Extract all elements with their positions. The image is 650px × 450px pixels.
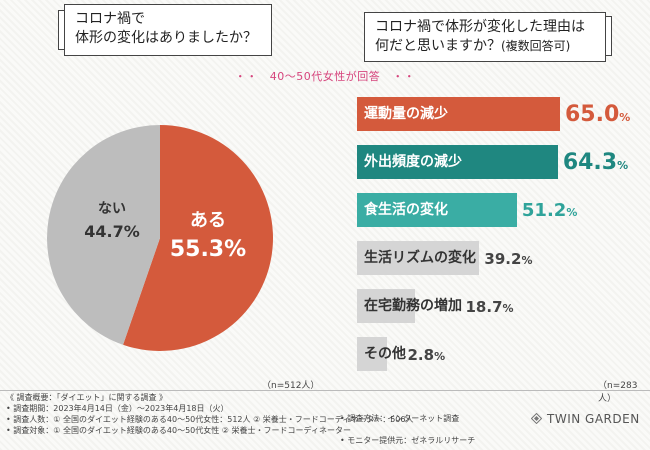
- sample-size-right: （n=283人）: [598, 381, 638, 404]
- question-left-line1: コロナ禍で: [75, 11, 145, 27]
- footer-right: • 調査方法：インターネット調査 • モニター提供元：ゼネラルリサーチ: [340, 413, 475, 446]
- pie-value-aru: 55.3%: [170, 237, 246, 262]
- bar-label-0: 運動量の減少: [364, 106, 448, 122]
- subtitle: ・・ 40～50代女性が回答 ・・: [0, 68, 650, 84]
- bar-label-5: その他: [364, 346, 406, 362]
- question-right: コロナ禍で体形が変化した理由は 何だと思いますか？(複数回答可): [364, 12, 606, 62]
- subtitle-text: 40～50代女性が回答: [269, 70, 381, 83]
- bar-value-unit-5: %: [434, 350, 446, 363]
- bar-2: [357, 193, 517, 227]
- footer-left: 《 調査概要：「ダイエット」に関する調査 》 • 調査期間：2023年4月14日…: [6, 392, 414, 436]
- question-left: コロナ禍で 体形の変化はありましたか？: [64, 4, 272, 56]
- footer-method: • 調査方法：インターネット調査: [340, 414, 460, 423]
- question-right-note: (複数回答可): [501, 39, 571, 53]
- bar-0: [357, 97, 560, 131]
- bar-value-5: 2.8%: [408, 337, 446, 371]
- question-right-line1: コロナ禍で体形が変化した理由は: [375, 19, 585, 35]
- question-tab-left: [58, 10, 64, 50]
- pie-slice-nai: [47, 125, 161, 345]
- footer-line-3: • 調査人数：① 全国のダイエット経験のある40～50代女性：512人 ② 栄養…: [6, 415, 414, 424]
- twin-garden-logo: TWIN GARDEN: [547, 412, 640, 426]
- bar-value-unit-3: %: [521, 254, 533, 267]
- bar-value-number-3: 39.2: [484, 250, 522, 268]
- bar-4: [357, 289, 416, 323]
- bar-value-unit-0: %: [619, 111, 631, 124]
- footer-line-2: • 調査期間：2023年4月14日（金）～2023年4月18日（火）: [6, 404, 229, 413]
- bar-value-unit-4: %: [502, 302, 514, 315]
- pie-label-aru: ある: [190, 210, 226, 231]
- footer-line-1: 《 調査概要：「ダイエット」に関する調査 》: [6, 393, 168, 402]
- question-right-line2-main: 何だと思いますか？: [375, 38, 501, 54]
- pie-slice-aru: [123, 125, 274, 351]
- footer-provider: • モニター提供元：ゼネラルリサーチ: [340, 436, 476, 445]
- bar-label-4: 在宅勤務の増加: [364, 298, 462, 314]
- bar-value-4: 18.7%: [466, 289, 514, 323]
- question-tab-right: [606, 16, 612, 56]
- bar-5: [357, 337, 387, 371]
- bar-label-2: 食生活の変化: [364, 202, 448, 218]
- footer-line-4: • 調査対象：① 全国のダイエット経験のある40～50代女性 ② 栄養士・フード…: [6, 426, 351, 435]
- bar-value-number-4: 18.7: [465, 298, 503, 316]
- bar-value-number-2: 51.2: [521, 200, 567, 221]
- bar-label-1: 外出頻度の減少: [364, 154, 462, 170]
- twin-garden-logo-icon: [531, 413, 542, 424]
- bar-value-unit-2: %: [566, 206, 578, 219]
- subtitle-dots-right: ・・: [392, 70, 416, 83]
- bar-label-3: 生活リズムの変化: [364, 250, 476, 266]
- bar-value-0: 65.0%: [565, 97, 630, 131]
- footer-divider: [0, 390, 650, 391]
- pie-label-nai: ない: [98, 201, 126, 217]
- bar-value-unit-1: %: [617, 159, 629, 172]
- bar-value-1: 64.3%: [563, 145, 628, 179]
- question-left-line2: 体形の変化はありましたか？: [75, 30, 257, 46]
- bar-value-number-0: 65.0: [565, 102, 620, 127]
- bar-3: [357, 241, 480, 275]
- subtitle-dots-left: ・・: [234, 70, 258, 83]
- bar-1: [357, 145, 558, 179]
- sample-size-left: （n=512人）: [262, 381, 320, 391]
- bar-value-2: 51.2%: [522, 193, 577, 227]
- bar-value-number-5: 2.8: [407, 346, 435, 364]
- bar-value-3: 39.2%: [484, 241, 532, 275]
- question-right-line2: 何だと思いますか？(複数回答可): [375, 37, 595, 56]
- bar-value-number-1: 64.3: [562, 150, 618, 175]
- pie-value-nai: 44.7%: [84, 222, 140, 241]
